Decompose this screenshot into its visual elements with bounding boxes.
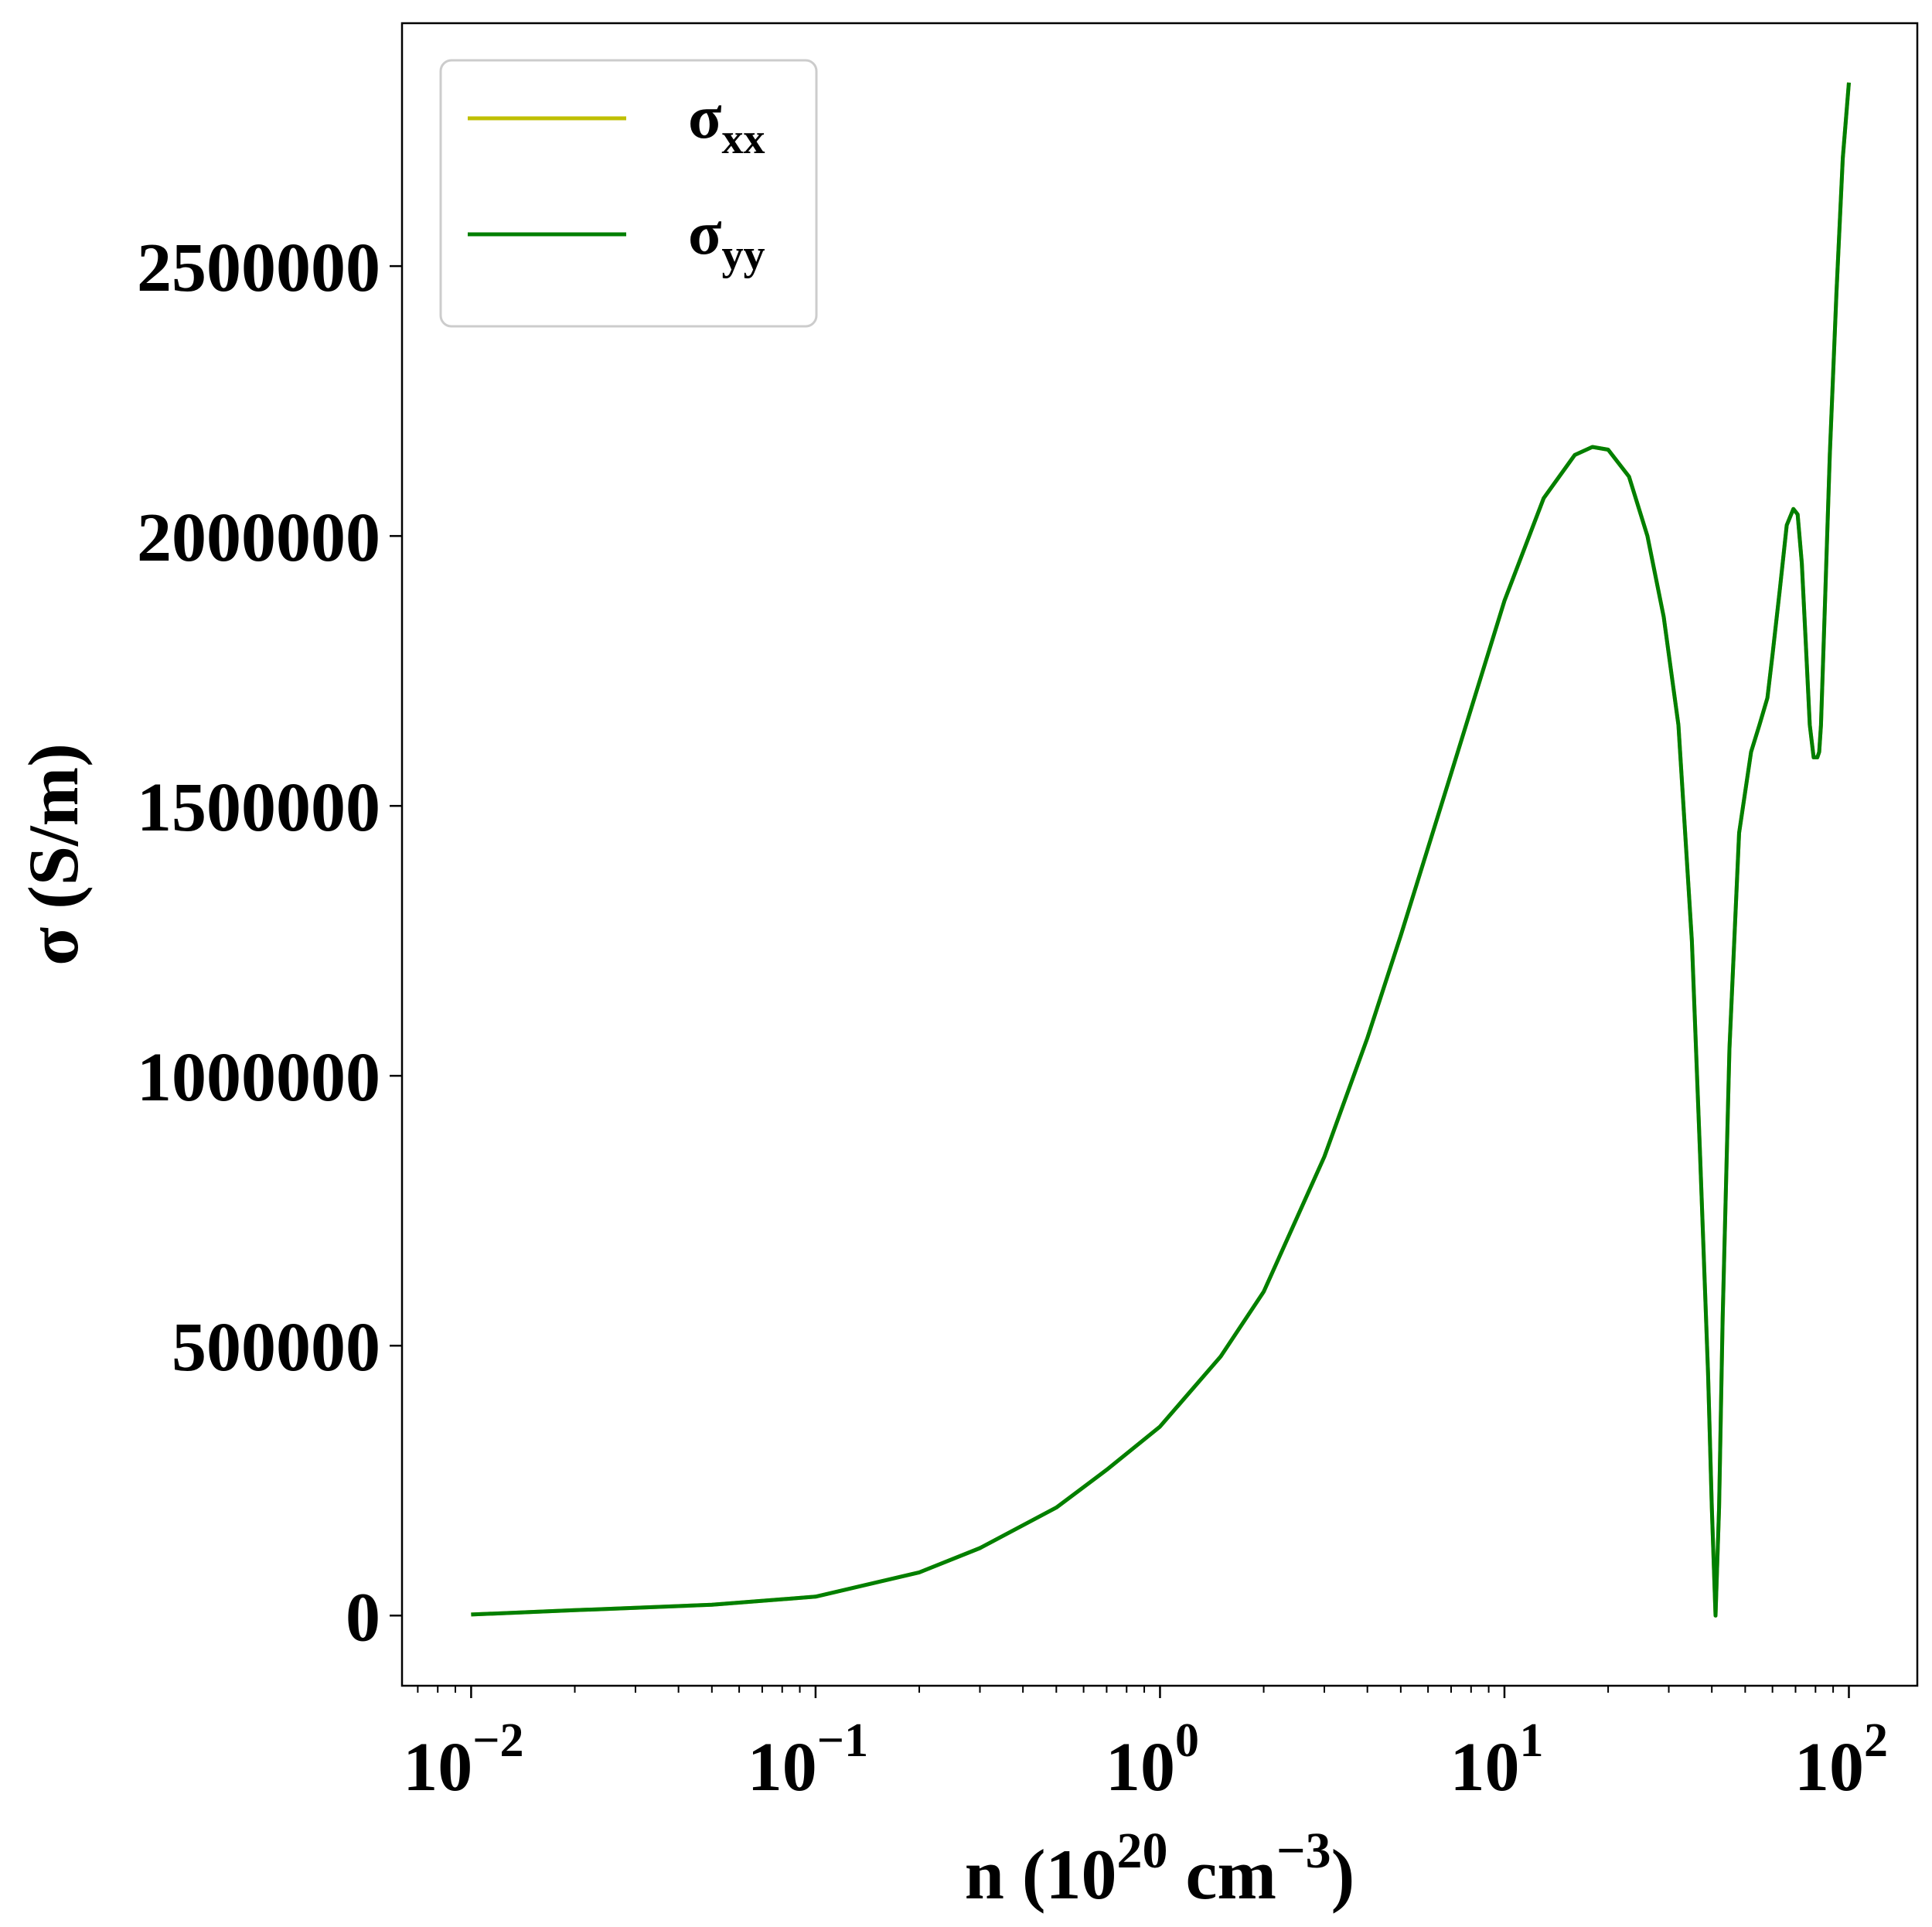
x-tick-label: 100 (1106, 1714, 1199, 1806)
x-tick-label-exp: −1 (817, 1714, 868, 1767)
x-axis-title: n (1020 cm−3) (965, 1823, 1355, 1914)
y-tick-label: 2500000 (137, 230, 380, 306)
x-tick-label: 102 (1794, 1714, 1888, 1806)
x-tick-label-base: 10 (1106, 1729, 1175, 1806)
legend-label-sigma-yy: σyy (688, 200, 765, 279)
series-layer (471, 82, 1851, 1618)
x-tick-label-base: 10 (748, 1729, 817, 1806)
x-axis-title-end: ) (1331, 1835, 1355, 1914)
x-tick-label-exp: 0 (1175, 1714, 1199, 1767)
y-axis-title: σ (S/m) (14, 743, 93, 966)
y-tick-label: 2000000 (137, 500, 380, 576)
legend-label-sigma-xx: σxx (688, 84, 765, 163)
x-tick-label-base: 10 (403, 1729, 472, 1806)
legend-box (439, 59, 818, 328)
x-tick-label-exp: 1 (1519, 1714, 1543, 1767)
x-tick-label-exp: 2 (1864, 1714, 1888, 1767)
x-tick-label: 10−2 (403, 1714, 523, 1806)
legend-label-sigma-xx-sub: xx (722, 115, 765, 163)
series-line-sigma-yy (471, 82, 1851, 1618)
x-axis-title-exp1: 20 (1117, 1823, 1168, 1879)
y-tick-label: 1500000 (137, 769, 380, 846)
x-tick-label-base: 10 (1794, 1729, 1864, 1806)
x-tick-label: 101 (1450, 1714, 1543, 1806)
legend-label-sigma-yy-sub: yy (722, 231, 765, 279)
x-tick-label-exp: −2 (472, 1714, 523, 1767)
legend: σxx σyy (439, 59, 818, 328)
x-axis: 10−2 10−1 100 101 102 (403, 1686, 1888, 1806)
legend-label-sigma-yy-base: σ (688, 200, 722, 268)
y-tick-label: 500000 (172, 1309, 380, 1386)
y-tick-label: 0 (346, 1579, 380, 1656)
x-axis-title-exp2: −3 (1276, 1823, 1331, 1879)
x-tick-label: 10−1 (748, 1714, 868, 1806)
y-axis: 0 500000 1000000 1500000 2000000 2500000 (137, 230, 402, 1656)
x-tick-label-base: 10 (1450, 1729, 1519, 1806)
y-tick-label: 1000000 (137, 1039, 380, 1116)
x-axis-title-mid: cm (1168, 1835, 1276, 1914)
legend-label-sigma-xx-base: σ (688, 84, 722, 152)
x-axis-title-base: n (10 (965, 1835, 1117, 1914)
